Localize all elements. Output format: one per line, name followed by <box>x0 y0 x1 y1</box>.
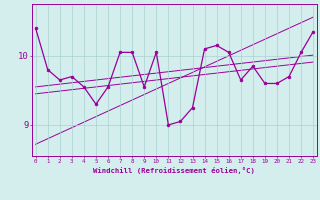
X-axis label: Windchill (Refroidissement éolien,°C): Windchill (Refroidissement éolien,°C) <box>93 167 255 174</box>
